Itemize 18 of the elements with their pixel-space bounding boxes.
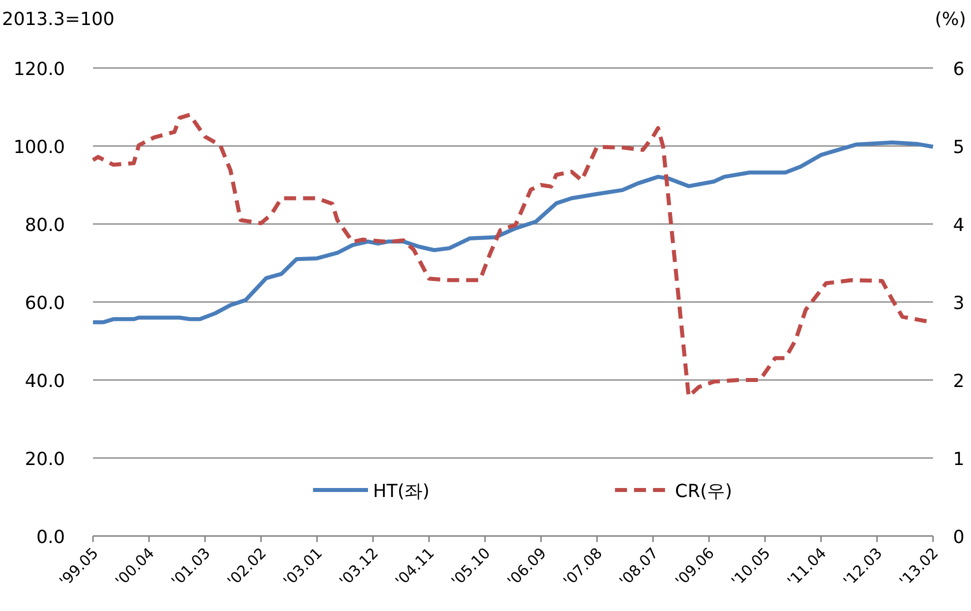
y2-tick-label: 3 <box>953 293 964 314</box>
legend-label: CR(우) <box>675 481 732 502</box>
y2-tick-label: 0 <box>953 527 964 548</box>
y2-tick-label: 1 <box>953 449 964 470</box>
y2-tick-label: 4 <box>953 215 964 236</box>
y-tick-label: 0.0 <box>36 527 65 548</box>
y-tick-label: 60.0 <box>24 293 65 314</box>
y-tick-label: 120.0 <box>13 59 65 80</box>
y2-tick-label: 5 <box>953 137 964 158</box>
legend-label: HT(좌) <box>373 481 430 502</box>
y2-tick-label: 2 <box>953 371 964 392</box>
y-tick-label: 20.0 <box>24 449 65 470</box>
y-tick-label: 40.0 <box>24 371 65 392</box>
y-tick-label: 100.0 <box>13 137 65 158</box>
y2-tick-label: 6 <box>953 59 964 80</box>
y-tick-label: 80.0 <box>24 215 65 236</box>
y-axis-title: 2013.3=100 <box>2 9 114 30</box>
y2-axis-title: (%) <box>934 9 966 30</box>
